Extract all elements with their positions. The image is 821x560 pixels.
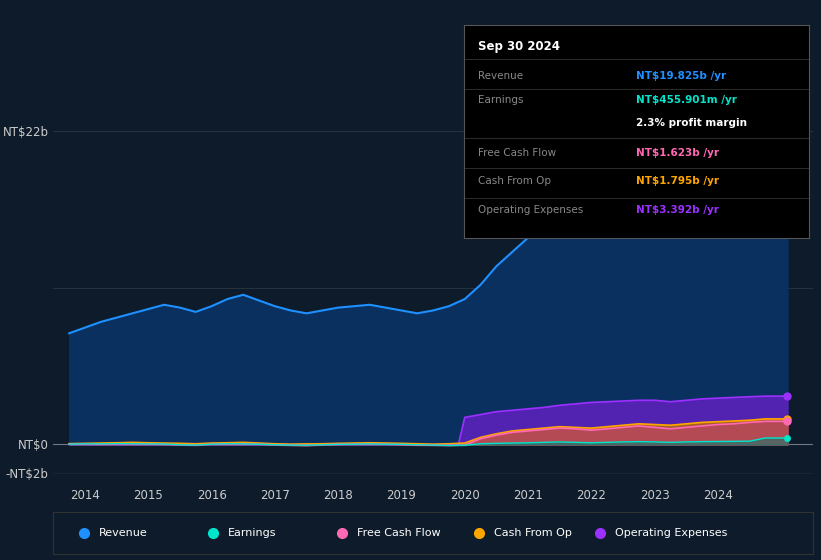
Text: NT$1.795b /yr: NT$1.795b /yr (636, 175, 719, 185)
Text: Free Cash Flow: Free Cash Flow (357, 529, 441, 538)
Text: 2.3% profit margin: 2.3% profit margin (636, 118, 747, 128)
Text: NT$455.901m /yr: NT$455.901m /yr (636, 95, 737, 105)
Text: Sep 30 2024: Sep 30 2024 (478, 40, 560, 53)
Text: Free Cash Flow: Free Cash Flow (478, 148, 556, 158)
Text: Revenue: Revenue (99, 529, 148, 538)
Text: Earnings: Earnings (478, 95, 523, 105)
Text: Cash From Op: Cash From Op (494, 529, 571, 538)
Text: NT$19.825b /yr: NT$19.825b /yr (636, 71, 727, 81)
Text: Operating Expenses: Operating Expenses (616, 529, 727, 538)
Text: Earnings: Earnings (228, 529, 277, 538)
Text: Operating Expenses: Operating Expenses (478, 206, 583, 216)
Text: Cash From Op: Cash From Op (478, 175, 551, 185)
Text: NT$3.392b /yr: NT$3.392b /yr (636, 206, 719, 216)
Text: NT$1.623b /yr: NT$1.623b /yr (636, 148, 719, 158)
Text: Revenue: Revenue (478, 71, 523, 81)
